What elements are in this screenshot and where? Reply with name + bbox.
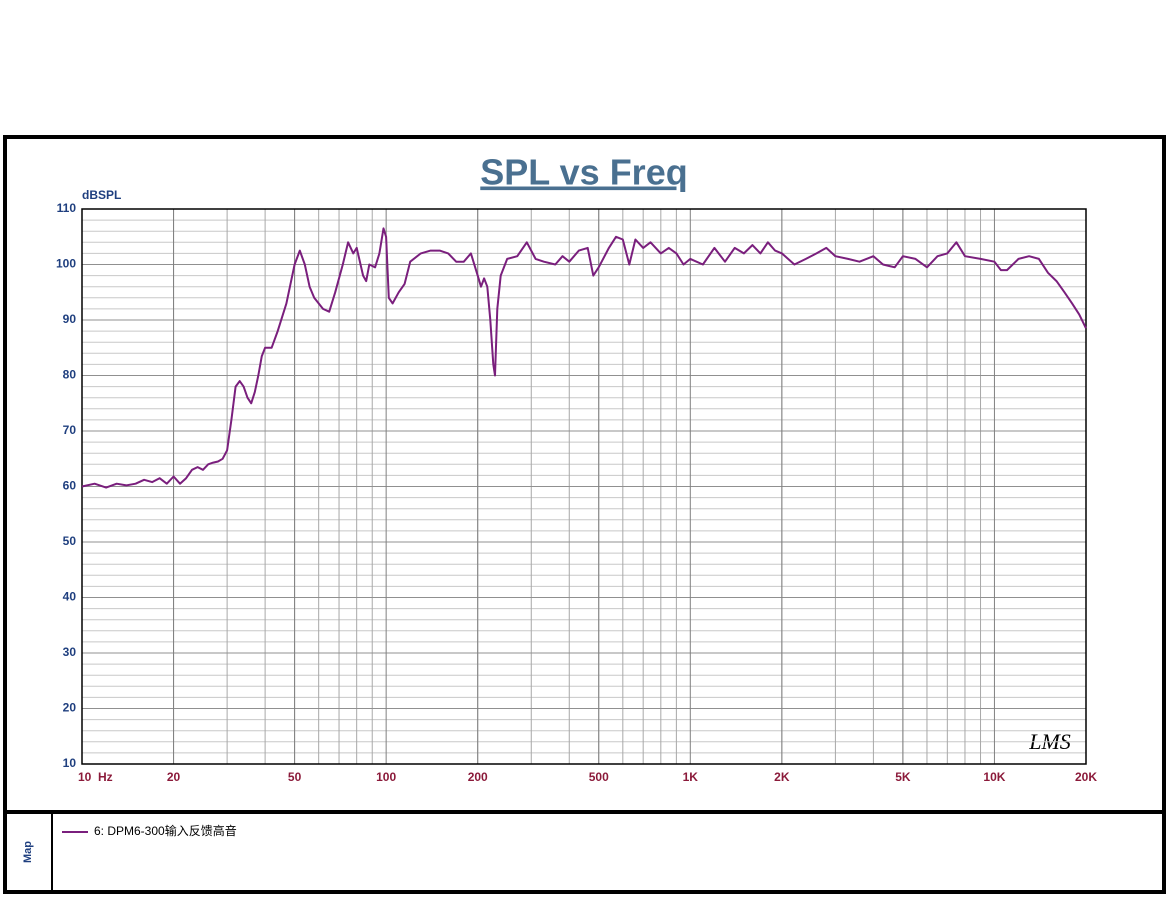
- y-tick-label: 110: [57, 201, 77, 215]
- y-tick-label: 50: [63, 534, 77, 548]
- y-tick-label: 70: [63, 423, 77, 437]
- x-tick-label: 5K: [895, 770, 911, 784]
- x-tick-label: 2K: [774, 770, 790, 784]
- frame: [3, 135, 1166, 894]
- y-tick-label: 10: [63, 756, 77, 770]
- x-tick-label: 10 Hz: [78, 770, 113, 784]
- legend-title: Map: [22, 841, 34, 863]
- x-tick-label: 20: [167, 770, 181, 784]
- x-tick-label: 10K: [983, 770, 1005, 784]
- y-tick-label: 90: [63, 312, 77, 326]
- y-tick-label: 60: [63, 479, 77, 493]
- series-line: [81, 227, 1087, 489]
- x-tick-label: 50: [288, 770, 302, 784]
- chart-title: SPL vs Freq: [480, 152, 687, 193]
- y-tick-label: 40: [63, 590, 77, 604]
- legend-label: 6: DPM6-300输入反馈高音: [94, 823, 237, 838]
- x-tick-label: 200: [468, 770, 488, 784]
- y-tick-label: 100: [56, 257, 76, 271]
- x-tick-label: 20K: [1075, 770, 1097, 784]
- y-tick-label: 80: [63, 368, 77, 382]
- x-tick-label: 500: [589, 770, 609, 784]
- x-tick-label: 1K: [683, 770, 699, 784]
- x-tick-label: 100: [376, 770, 396, 784]
- y-tick-label: 30: [63, 645, 77, 659]
- y-tick-label: 20: [63, 701, 77, 715]
- y-axis-label: dBSPL: [82, 188, 121, 202]
